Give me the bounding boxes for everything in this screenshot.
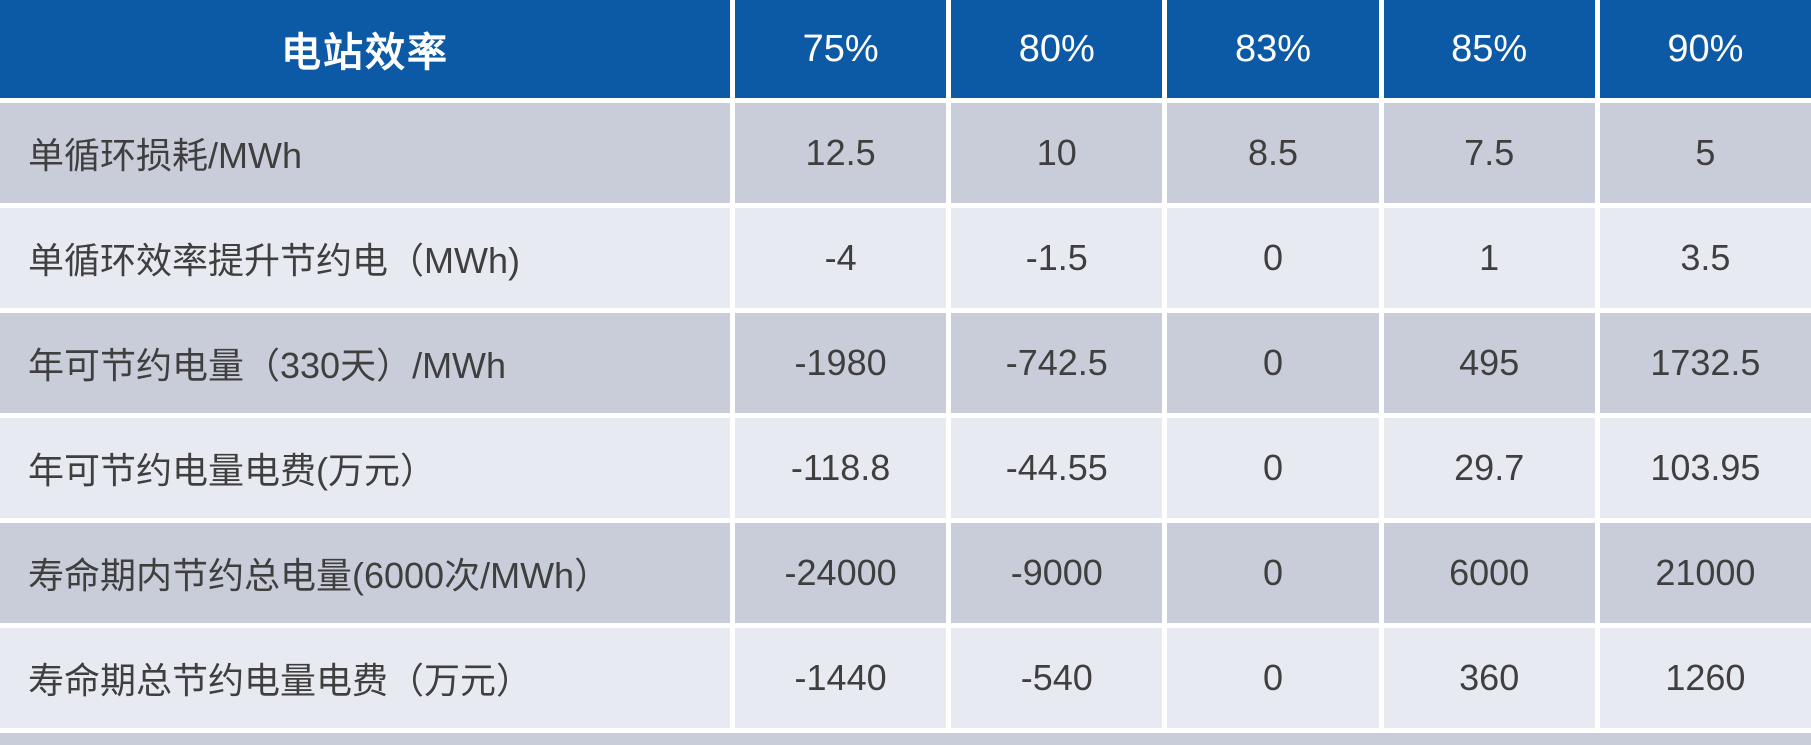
- table-row: 寿命期总节约电量电费（万元） -1440 -540 0 360 1260: [0, 628, 1811, 728]
- table-row: 年可节约电量（330天）/MWh -1980 -742.5 0 495 1732.5: [0, 313, 1811, 413]
- value-cell: -44.55: [951, 418, 1163, 518]
- value-cell: -9000: [951, 523, 1163, 623]
- value-cell: 0: [1167, 523, 1379, 623]
- table-row: 年可节约电量电费(万元） -118.8 -44.55 0 29.7 103.95: [0, 418, 1811, 518]
- value-cell: 0: [1167, 313, 1379, 413]
- header-title: 电站效率: [0, 0, 730, 98]
- next-row-sliver: [0, 733, 1811, 745]
- table-body: 电站效率 75% 80% 83% 85% 90% 单循环损耗/MWh 12.5 10 8.5 7.5…: [0, 0, 1811, 728]
- value-cell: 5: [1599, 103, 1811, 203]
- header-column-2: 80%: [951, 0, 1163, 98]
- value-cell: -1.5: [951, 208, 1163, 308]
- table-row: 单循环损耗/MWh 12.5 10 8.5 7.5 5: [0, 103, 1811, 203]
- header-column-5: 90%: [1599, 0, 1811, 98]
- row-label: 年可节约电量（330天）/MWh: [0, 313, 730, 413]
- value-cell: -4: [735, 208, 947, 308]
- header-column-3: 83%: [1167, 0, 1379, 98]
- table-row: 单循环效率提升节约电（MWh) -4 -1.5 0 1 3.5: [0, 208, 1811, 308]
- value-cell: 0: [1167, 628, 1379, 728]
- value-cell: -540: [951, 628, 1163, 728]
- header-column-1: 75%: [735, 0, 947, 98]
- value-cell: 495: [1383, 313, 1595, 413]
- row-label: 寿命期内节约总电量(6000次/MWh）: [0, 523, 730, 623]
- value-cell: 360: [1383, 628, 1595, 728]
- header-row: 电站效率 75% 80% 83% 85% 90%: [0, 0, 1811, 98]
- value-cell: 12.5: [735, 103, 947, 203]
- table-row: 寿命期内节约总电量(6000次/MWh） -24000 -9000 0 6000 2100…: [0, 523, 1811, 623]
- value-cell: 7.5: [1383, 103, 1595, 203]
- value-cell: 3.5: [1599, 208, 1811, 308]
- row-label: 年可节约电量电费(万元）: [0, 418, 730, 518]
- value-cell: 21000: [1599, 523, 1811, 623]
- value-cell: 10: [951, 103, 1163, 203]
- header-column-4: 85%: [1383, 0, 1595, 98]
- value-cell: -118.8: [735, 418, 947, 518]
- value-cell: 1260: [1599, 628, 1811, 728]
- value-cell: -1980: [735, 313, 947, 413]
- value-cell: 8.5: [1167, 103, 1379, 203]
- value-cell: -24000: [735, 523, 947, 623]
- value-cell: 29.7: [1383, 418, 1595, 518]
- row-label: 单循环损耗/MWh: [0, 103, 730, 203]
- value-cell: 1: [1383, 208, 1595, 308]
- row-label: 寿命期总节约电量电费（万元）: [0, 628, 730, 728]
- value-cell: -1440: [735, 628, 947, 728]
- value-cell: 103.95: [1599, 418, 1811, 518]
- row-label: 单循环效率提升节约电（MWh): [0, 208, 730, 308]
- value-cell: 6000: [1383, 523, 1595, 623]
- value-cell: 0: [1167, 418, 1379, 518]
- value-cell: 1732.5: [1599, 313, 1811, 413]
- value-cell: -742.5: [951, 313, 1163, 413]
- value-cell: 0: [1167, 208, 1379, 308]
